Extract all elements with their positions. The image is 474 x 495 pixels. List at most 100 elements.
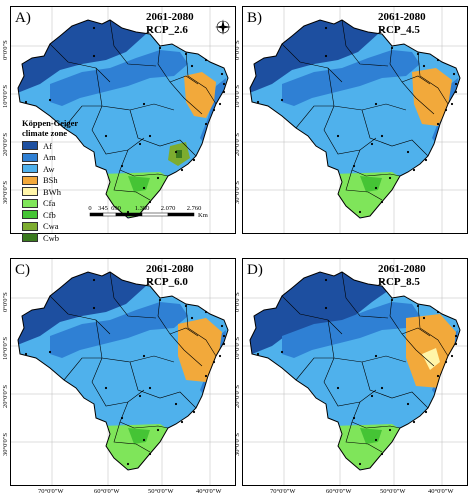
- latitude-label: 10°0'0"S: [2, 336, 9, 360]
- longitude-label: 50°0'0"W: [148, 488, 174, 495]
- city-marker: [204, 374, 208, 378]
- panel-frame: [10, 6, 236, 234]
- panel-period: 2061-2080: [146, 263, 194, 275]
- legend-item: BSh: [22, 175, 78, 187]
- city-marker: [390, 46, 394, 50]
- scale-segment: [115, 212, 143, 217]
- legend-swatch: [22, 187, 38, 197]
- panel-title: 2061-2080 RCP_6.0: [146, 263, 194, 289]
- city-marker: [218, 354, 222, 358]
- legend-item: BWh: [22, 186, 78, 198]
- scale-tick-label: 1.380: [135, 205, 150, 212]
- city-marker: [444, 360, 448, 364]
- state-border: [295, 357, 334, 381]
- zone-bsh: [178, 318, 222, 382]
- map-panel-a: A) 2061-2080 RCP_2.6 0°0'0"S 10°0'0"S 20°0'0"…: [2, 6, 236, 243]
- city-marker: [444, 108, 448, 112]
- scale-segment: [89, 212, 104, 217]
- city-marker: [92, 278, 96, 282]
- state-border: [401, 327, 431, 337]
- panel-label: D): [247, 262, 263, 278]
- zone-cfa: [332, 424, 402, 470]
- city-marker: [148, 28, 152, 32]
- legend-item: Cwa: [22, 221, 78, 233]
- city-marker: [324, 54, 328, 58]
- state-border: [295, 105, 334, 129]
- city-marker: [380, 452, 384, 456]
- city-marker: [48, 98, 52, 102]
- city-marker: [190, 64, 194, 68]
- city-marker: [436, 122, 440, 126]
- city-marker: [358, 462, 362, 466]
- scale-tick-label: 2.760: [187, 205, 202, 212]
- latitude-label: 30°0'0"S: [2, 432, 9, 456]
- state-border: [49, 295, 111, 335]
- city-marker: [380, 200, 384, 204]
- state-border: [401, 75, 431, 85]
- city-marker: [126, 462, 130, 466]
- scale-segment: [102, 212, 117, 217]
- state-border: [49, 43, 111, 83]
- city-marker: [424, 158, 428, 162]
- latitude-label: 0°0'0"S: [234, 292, 241, 312]
- state-border: [341, 271, 389, 319]
- legend-swatch: [22, 152, 38, 162]
- city-marker: [380, 134, 384, 138]
- zone-bsh: [412, 68, 452, 126]
- state-border: [169, 75, 199, 85]
- state-border: [351, 149, 401, 177]
- city-marker: [156, 428, 160, 432]
- city-marker: [336, 386, 340, 390]
- panel-frame: [10, 258, 236, 486]
- country-border: [17, 19, 229, 219]
- city-marker: [24, 100, 28, 104]
- panel-scenario: RCP_2.6: [146, 24, 188, 36]
- latitude-label: 0°0'0"S: [234, 40, 241, 60]
- state-border: [129, 361, 197, 409]
- panel-label: B): [247, 10, 262, 26]
- legend-title-line: climate zone: [22, 128, 68, 138]
- zone-cfa: [332, 172, 402, 218]
- state-border: [341, 19, 389, 67]
- legend-code: Cwb: [43, 232, 60, 243]
- state-border: [109, 271, 157, 319]
- state-border: [113, 421, 151, 453]
- latitude-label: 10°0'0"S: [234, 336, 241, 360]
- city-marker: [158, 298, 162, 302]
- latitude-label: 0°0'0"S: [2, 292, 9, 312]
- city-marker: [452, 324, 456, 328]
- state-border: [323, 105, 377, 155]
- city-marker: [406, 402, 410, 406]
- longitude-label: 70°0'0"W: [270, 488, 296, 495]
- city-marker: [422, 316, 426, 320]
- city-marker: [374, 354, 378, 358]
- state-border: [91, 105, 145, 155]
- latitude-label: 10°0'0"S: [234, 84, 241, 108]
- city-marker: [222, 90, 226, 94]
- state-border: [119, 149, 169, 177]
- city-marker: [148, 280, 152, 284]
- latitude-label: 30°0'0"S: [234, 432, 241, 456]
- compass-rose-icon: N: [215, 18, 231, 35]
- state-border: [91, 357, 145, 407]
- panel-title: 2061-2080 RCP_4.5: [378, 11, 426, 37]
- state-border: [185, 51, 217, 105]
- city-marker: [370, 394, 374, 398]
- climate-map: [242, 258, 468, 486]
- city-marker: [450, 102, 454, 106]
- scale-unit: Km: [198, 212, 208, 219]
- city-marker: [452, 72, 456, 76]
- panel-scenario: RCP_8.5: [378, 276, 420, 288]
- city-marker: [104, 386, 108, 390]
- panel-scenario: RCP_4.5: [378, 24, 420, 36]
- legend-title: Köppen-Geiger climate zone: [22, 118, 78, 138]
- city-marker: [450, 354, 454, 358]
- zone-am: [50, 302, 188, 358]
- panel-period: 2061-2080: [378, 263, 426, 275]
- city-marker: [388, 428, 392, 432]
- legend-swatch: [22, 175, 38, 185]
- legend-item: Aw: [22, 163, 78, 175]
- city-marker: [416, 304, 420, 308]
- zone-bsh: [184, 72, 216, 118]
- zone-am: [50, 50, 188, 106]
